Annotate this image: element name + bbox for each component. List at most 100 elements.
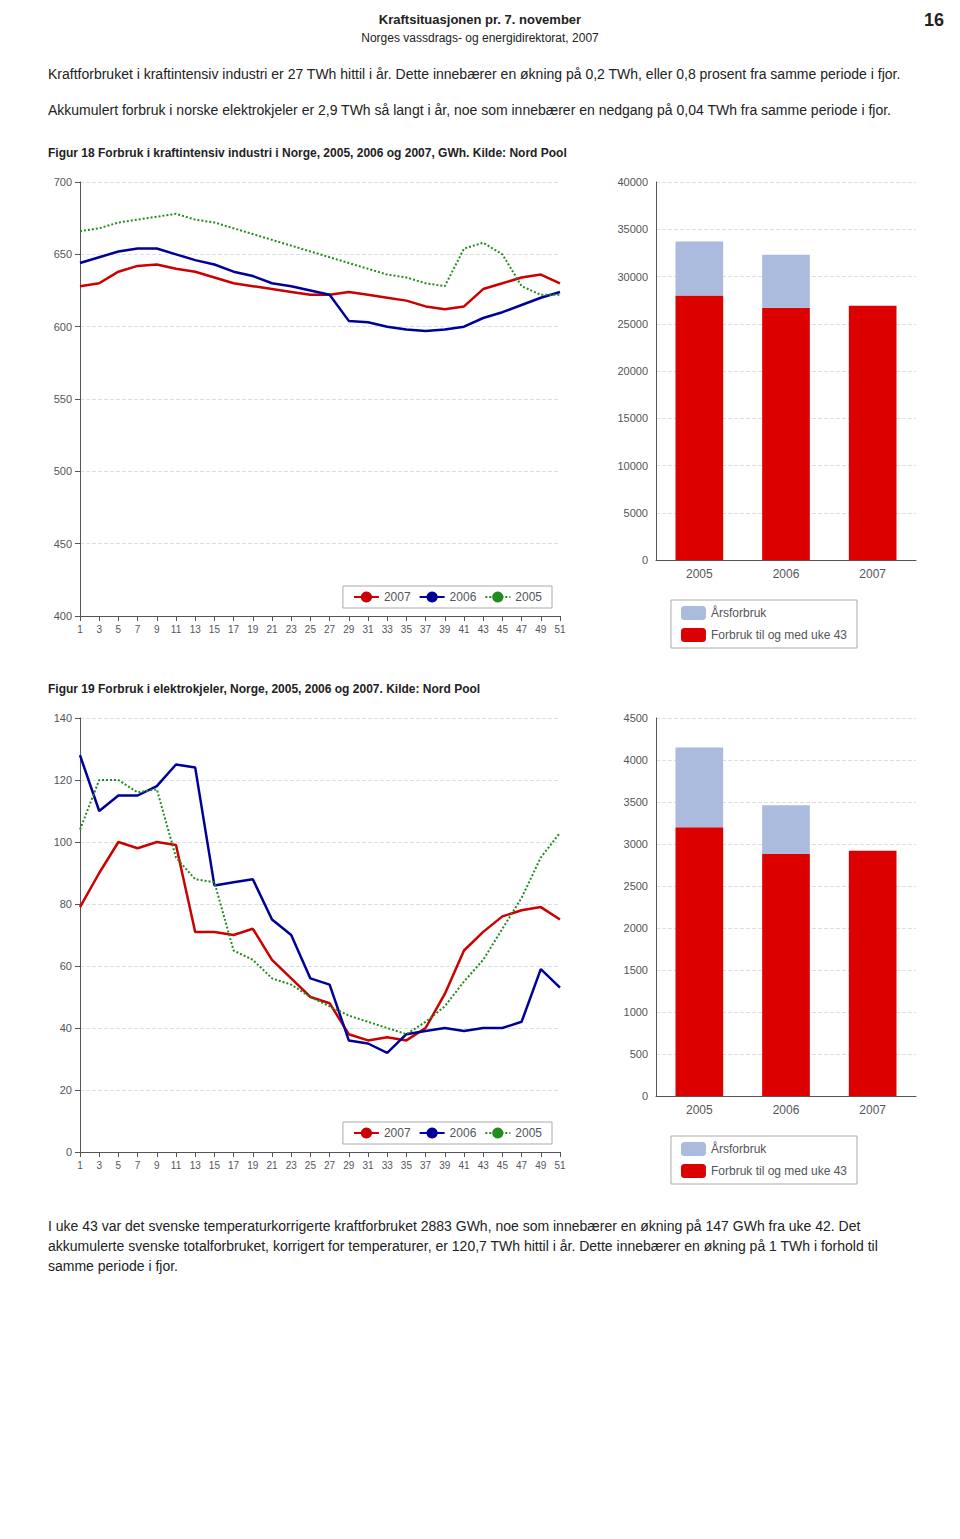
- svg-text:29: 29: [343, 1160, 355, 1171]
- svg-text:39: 39: [439, 1160, 451, 1171]
- svg-text:17: 17: [228, 624, 240, 635]
- svg-text:27: 27: [324, 624, 336, 635]
- svg-text:3: 3: [96, 624, 102, 635]
- svg-text:41: 41: [458, 1160, 470, 1171]
- svg-text:4000: 4000: [624, 754, 648, 766]
- svg-text:49: 49: [535, 1160, 547, 1171]
- svg-text:1000: 1000: [624, 1006, 648, 1018]
- svg-text:2000: 2000: [624, 922, 648, 934]
- svg-text:49: 49: [535, 624, 547, 635]
- svg-text:2005: 2005: [515, 590, 542, 604]
- svg-text:0: 0: [642, 1090, 648, 1102]
- svg-text:2006: 2006: [450, 590, 477, 604]
- svg-text:21: 21: [266, 1160, 278, 1171]
- svg-text:0: 0: [642, 554, 648, 566]
- svg-text:40: 40: [60, 1022, 72, 1034]
- svg-text:43: 43: [478, 624, 490, 635]
- svg-text:35: 35: [401, 624, 413, 635]
- svg-text:2007: 2007: [859, 567, 886, 581]
- svg-text:550: 550: [54, 393, 72, 405]
- svg-text:Årsforbruk: Årsforbruk: [711, 605, 767, 620]
- svg-text:Årsforbruk: Årsforbruk: [711, 1141, 767, 1156]
- svg-text:0: 0: [66, 1146, 72, 1158]
- svg-text:3000: 3000: [624, 838, 648, 850]
- svg-text:2005: 2005: [515, 1126, 542, 1140]
- svg-text:2007: 2007: [384, 590, 411, 604]
- svg-text:Forbruk til og med uke 43: Forbruk til og med uke 43: [711, 1164, 847, 1178]
- svg-text:23: 23: [286, 1160, 298, 1171]
- svg-text:37: 37: [420, 1160, 432, 1171]
- svg-text:19: 19: [247, 624, 259, 635]
- svg-text:2006: 2006: [773, 1103, 800, 1117]
- svg-text:35000: 35000: [617, 223, 648, 235]
- svg-text:47: 47: [516, 1160, 528, 1171]
- svg-text:60: 60: [60, 960, 72, 972]
- svg-text:15: 15: [209, 1160, 221, 1171]
- svg-text:5000: 5000: [624, 507, 648, 519]
- svg-text:47: 47: [516, 624, 528, 635]
- svg-text:80: 80: [60, 898, 72, 910]
- svg-text:2006: 2006: [773, 567, 800, 581]
- svg-text:500: 500: [54, 465, 72, 477]
- svg-text:600: 600: [54, 321, 72, 333]
- svg-text:450: 450: [54, 538, 72, 550]
- svg-text:45: 45: [497, 624, 509, 635]
- svg-text:27: 27: [324, 1160, 336, 1171]
- svg-text:25: 25: [305, 624, 317, 635]
- svg-text:15: 15: [209, 624, 221, 635]
- svg-text:21: 21: [266, 624, 278, 635]
- svg-text:40000: 40000: [617, 176, 648, 188]
- svg-text:700: 700: [54, 176, 72, 188]
- svg-text:400: 400: [54, 610, 72, 622]
- svg-text:2007: 2007: [384, 1126, 411, 1140]
- svg-text:3500: 3500: [624, 796, 648, 808]
- svg-text:31: 31: [362, 1160, 374, 1171]
- svg-text:30000: 30000: [617, 271, 648, 283]
- svg-text:2005: 2005: [686, 1103, 713, 1117]
- svg-text:2005: 2005: [686, 567, 713, 581]
- svg-text:51: 51: [554, 624, 566, 635]
- svg-text:43: 43: [478, 1160, 490, 1171]
- svg-text:4500: 4500: [624, 712, 648, 724]
- svg-text:13: 13: [190, 1160, 202, 1171]
- svg-text:20: 20: [60, 1084, 72, 1096]
- svg-text:25000: 25000: [617, 318, 648, 330]
- svg-text:51: 51: [554, 1160, 566, 1171]
- svg-text:20000: 20000: [617, 365, 648, 377]
- svg-text:25: 25: [305, 1160, 317, 1171]
- svg-text:120: 120: [54, 774, 72, 786]
- svg-text:15000: 15000: [617, 412, 648, 424]
- svg-text:650: 650: [54, 248, 72, 260]
- svg-text:31: 31: [362, 624, 374, 635]
- svg-text:19: 19: [247, 1160, 259, 1171]
- svg-text:1500: 1500: [624, 964, 648, 976]
- svg-text:3: 3: [96, 1160, 102, 1171]
- svg-text:45: 45: [497, 1160, 509, 1171]
- svg-text:35: 35: [401, 1160, 413, 1171]
- svg-text:41: 41: [458, 624, 470, 635]
- svg-text:5: 5: [116, 1160, 122, 1171]
- svg-text:13: 13: [190, 624, 202, 635]
- svg-text:2500: 2500: [624, 880, 648, 892]
- svg-text:11: 11: [171, 624, 182, 635]
- svg-text:5: 5: [116, 624, 122, 635]
- svg-text:33: 33: [382, 624, 394, 635]
- svg-text:1: 1: [77, 624, 83, 635]
- svg-text:33: 33: [382, 1160, 394, 1171]
- svg-text:11: 11: [171, 1160, 182, 1171]
- svg-text:23: 23: [286, 624, 298, 635]
- svg-text:9: 9: [154, 624, 160, 635]
- svg-text:39: 39: [439, 624, 451, 635]
- svg-text:37: 37: [420, 624, 432, 635]
- svg-text:17: 17: [228, 1160, 240, 1171]
- svg-text:100: 100: [54, 836, 72, 848]
- svg-text:500: 500: [630, 1048, 648, 1060]
- svg-text:Forbruk til og med uke 43: Forbruk til og med uke 43: [711, 628, 847, 642]
- svg-text:140: 140: [54, 712, 72, 724]
- svg-text:1: 1: [77, 1160, 83, 1171]
- svg-text:7: 7: [135, 1160, 141, 1171]
- svg-text:10000: 10000: [617, 460, 648, 472]
- svg-text:7: 7: [135, 624, 141, 635]
- svg-text:29: 29: [343, 624, 355, 635]
- svg-text:9: 9: [154, 1160, 160, 1171]
